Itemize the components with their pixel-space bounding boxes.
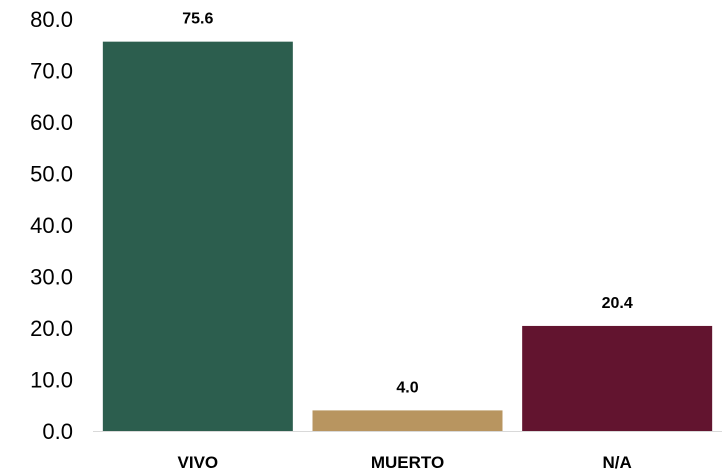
y-tick-label: 50.0 xyxy=(30,162,73,187)
x-axis: VIVO MUERTO N/A xyxy=(93,431,722,472)
y-tick-label: 20.0 xyxy=(30,316,73,341)
x-tick-label: MUERTO xyxy=(371,453,444,472)
bar-vivo xyxy=(102,41,293,431)
bar-n-a xyxy=(522,325,713,431)
y-tick-label: 70.0 xyxy=(30,59,73,84)
y-tick-label: 0.0 xyxy=(42,419,73,444)
bar-muerto xyxy=(312,410,503,431)
data-label: 75.6 xyxy=(182,11,213,28)
y-tick-label: 80.0 xyxy=(30,7,73,32)
x-tick-label: N/A xyxy=(603,453,632,472)
y-tick-label: 60.0 xyxy=(30,110,73,135)
y-tick-label: 40.0 xyxy=(30,213,73,238)
bars: 75.6 4.0 20.4 xyxy=(102,11,713,431)
data-label: 4.0 xyxy=(396,379,418,396)
y-axis: 0.0 10.0 20.0 30.0 40.0 50.0 60.0 70.0 80.0 xyxy=(30,7,73,444)
y-tick-label: 10.0 xyxy=(30,368,73,393)
data-label: 20.4 xyxy=(602,295,633,312)
x-tick-label: VIVO xyxy=(178,453,219,472)
y-tick-label: 30.0 xyxy=(30,265,73,290)
